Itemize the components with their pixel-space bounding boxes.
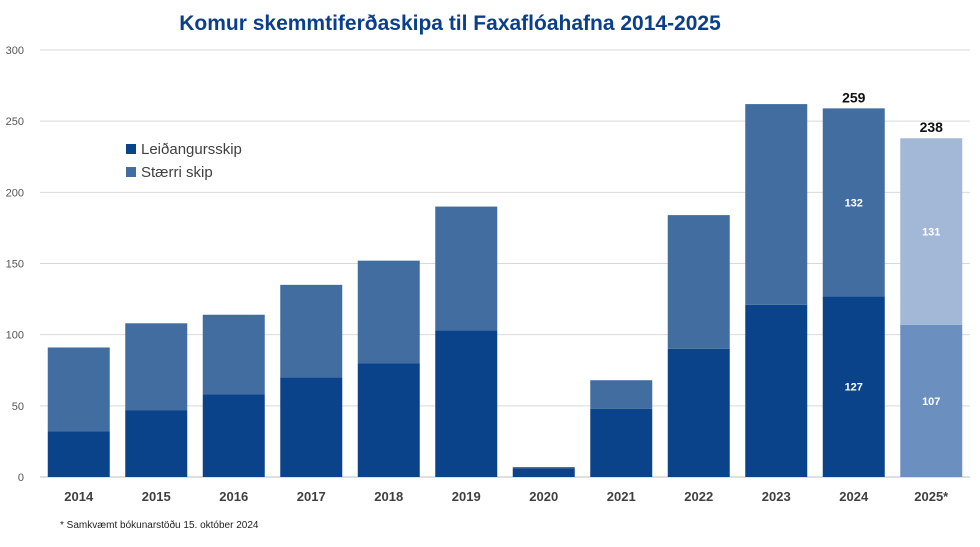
chart-title: Komur skemmtiferðaskipa til Faxaflóahafn… [179, 12, 721, 35]
bar-2022-1 [667, 215, 730, 349]
x-tick-label-2015: 2015 [142, 489, 171, 504]
x-tick-label-2024: 2024 [839, 489, 869, 504]
segment-label-2024-0: 127 [845, 382, 863, 394]
segment-label-2024-1: 132 [845, 197, 863, 209]
bar-2020-1 [512, 467, 575, 469]
x-axis: 2014 2015 2016 2017 2018 2019 2020 2021 2022 2023… [64, 489, 949, 504]
legend-swatch-0 [126, 144, 136, 154]
x-tick-label-2025*: 2025* [914, 489, 949, 504]
x-tick-label-2014: 2014 [64, 489, 94, 504]
bar-2025*-0 [900, 324, 963, 477]
y-tick-label-100: 100 [6, 330, 24, 342]
bar-2015-0 [125, 410, 188, 477]
bar-2017-0 [280, 377, 343, 477]
total-label-2025*: 238 [920, 119, 944, 135]
bar-2014-1 [47, 347, 110, 432]
legend-label-1: Stærri skip [141, 164, 213, 181]
y-tick-label-50: 50 [12, 401, 24, 413]
y-tick-label-300: 300 [6, 45, 24, 57]
x-tick-label-2019: 2019 [452, 489, 481, 504]
gridlines [40, 49, 970, 478]
bar-2015-1 [125, 323, 188, 411]
segment-label-2025*-1: 131 [922, 226, 940, 238]
bar-2022-0 [667, 348, 730, 477]
y-tick-label-150: 150 [6, 259, 24, 271]
y-tick-label-200: 200 [6, 187, 24, 199]
legend-swatch-1 [126, 167, 136, 177]
bar-2025*-1 [900, 138, 963, 325]
x-tick-label-2016: 2016 [219, 489, 248, 504]
legend: Leiðangursskip Stærri skip [126, 141, 242, 181]
x-tick-label-2020: 2020 [529, 489, 558, 504]
bar-2018-0 [357, 363, 420, 477]
bar-2019-1 [435, 206, 498, 331]
bar-2021-1 [590, 380, 653, 409]
bar-2014-0 [47, 431, 110, 477]
legend-label-0: Leiðangursskip [141, 141, 242, 158]
x-tick-label-2023: 2023 [762, 489, 791, 504]
bars [47, 104, 963, 477]
data-labels: 259 238 127 132 107 131 [842, 89, 943, 407]
x-tick-label-2021: 2021 [607, 489, 636, 504]
bar-2021-0 [590, 408, 653, 477]
x-tick-label-2022: 2022 [684, 489, 713, 504]
bar-2016-1 [202, 314, 265, 395]
y-tick-label-0: 0 [18, 472, 24, 484]
bar-2023-1 [745, 104, 808, 305]
bar-2018-1 [357, 260, 420, 364]
bar-2020-0 [512, 468, 575, 477]
bar-2019-0 [435, 330, 498, 477]
bar-2016-0 [202, 394, 265, 477]
bar-2024-0 [822, 296, 885, 477]
y-tick-label-250: 250 [6, 116, 24, 128]
total-label-2024: 259 [842, 89, 866, 105]
bar-2023-0 [745, 304, 808, 477]
segment-label-2025*-0: 107 [922, 396, 940, 408]
bar-2017-1 [280, 284, 343, 378]
bar-2024-1 [822, 108, 885, 297]
x-tick-label-2017: 2017 [297, 489, 326, 504]
x-tick-label-2018: 2018 [374, 489, 403, 504]
footnote: * Samkvæmt bókunarstöðu 15. október 2024 [60, 519, 259, 531]
y-axis: 0 50 100 150 200 250 300 [6, 45, 24, 484]
